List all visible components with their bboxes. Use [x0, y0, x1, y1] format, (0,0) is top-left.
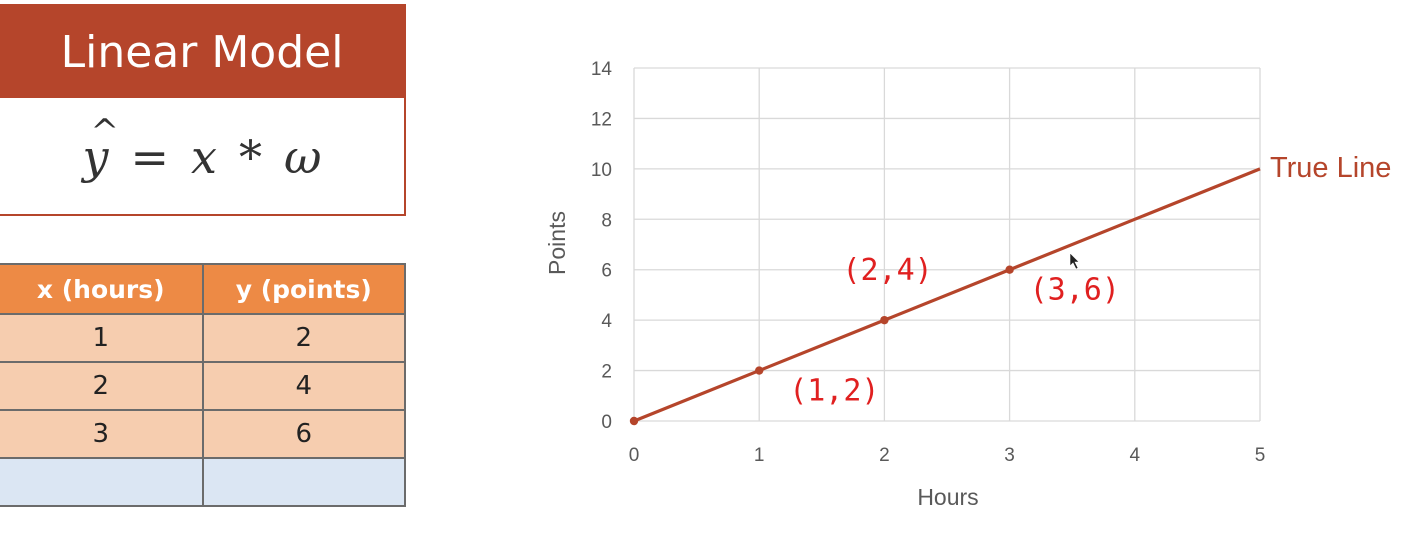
cell-y	[201, 457, 406, 507]
x-tick-label: 5	[1255, 445, 1266, 466]
y-hat-letter: y	[82, 130, 109, 184]
table-header-row: x (hours) y (points)	[0, 263, 406, 315]
data-table: x (hours) y (points) 1 2 2 4 3 6	[0, 263, 406, 507]
x-tick-label: 2	[879, 445, 890, 466]
linear-model-box: Linear Model y ^ = x * ω	[0, 4, 406, 216]
y-hat: y ^	[82, 112, 119, 184]
table-row: 1 2	[0, 313, 406, 363]
cell-x: 3	[0, 409, 204, 459]
hat-symbol: ^	[90, 112, 119, 152]
header-x: x (hours)	[0, 263, 204, 315]
y-tick-label: 4	[601, 311, 612, 332]
chart-series: True Line	[629, 152, 1391, 426]
table-row: 3 6	[0, 409, 406, 459]
table-row: 2 4	[0, 361, 406, 411]
data-point	[629, 416, 639, 426]
cell-y: 6	[201, 409, 406, 459]
data-point	[880, 315, 889, 325]
y-tick-label: 0	[601, 412, 612, 433]
times-operator: *	[238, 130, 262, 184]
chart-grid	[633, 67, 1261, 422]
cell-x	[0, 457, 204, 507]
model-title: Linear Model	[0, 6, 404, 98]
cell-y: 4	[201, 361, 406, 411]
header-y: y (points)	[201, 263, 406, 315]
cell-y: 2	[201, 313, 406, 363]
y-axis-title: Points	[544, 211, 570, 275]
chart-annotations: (1,2) (2,4) (3,6)	[789, 253, 1120, 408]
annotation-label: (2,4)	[842, 253, 932, 288]
y-tick-label: 2	[601, 362, 612, 383]
model-formula: y ^ = x * ω	[0, 98, 404, 216]
x-tick-label: 0	[629, 445, 640, 466]
x-axis-title: Hours	[917, 484, 978, 510]
x-variable: x	[191, 130, 217, 184]
y-tick-label: 10	[591, 160, 612, 181]
omega-weight: ω	[283, 130, 322, 184]
x-tick-label: 4	[1130, 445, 1141, 466]
x-tick-label: 1	[754, 445, 765, 466]
true-line	[633, 167, 1261, 423]
y-tick-label: 6	[601, 261, 612, 282]
annotation-label: (3,6)	[1030, 273, 1120, 308]
y-tick-label: 8	[601, 210, 612, 231]
cursor-icon	[1069, 252, 1080, 270]
cell-x: 1	[0, 313, 204, 363]
data-point	[1005, 265, 1014, 274]
y-tick-label: 12	[591, 109, 612, 130]
cell-x: 2	[0, 361, 204, 411]
equals-sign: =	[130, 130, 170, 184]
table-row-empty	[0, 457, 406, 507]
y-tick-label: 14	[591, 59, 613, 80]
x-tick-label: 3	[1004, 445, 1015, 466]
data-point	[755, 366, 764, 375]
annotation-label: (1,2)	[789, 374, 879, 409]
series-label-true-line: True Line	[1270, 152, 1391, 184]
